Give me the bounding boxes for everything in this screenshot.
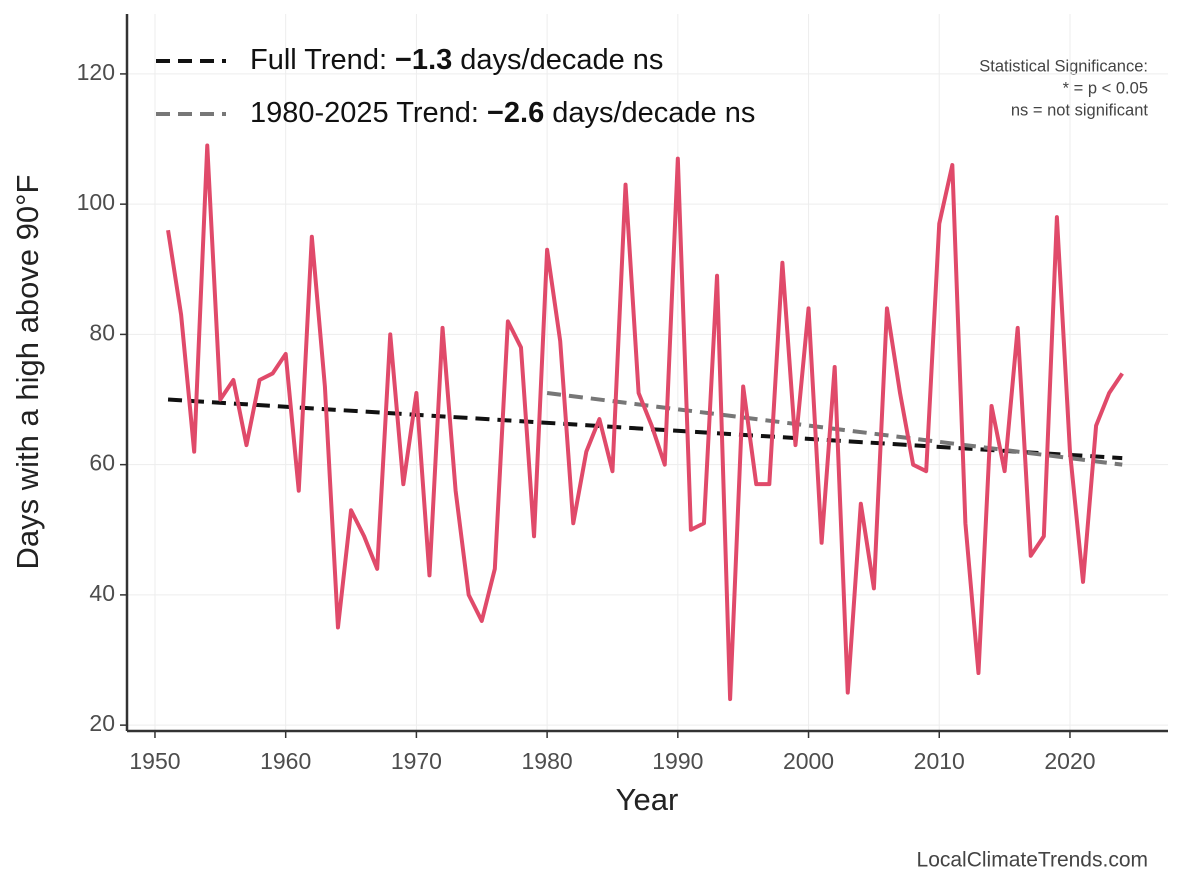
legend-label-part: −1.3	[395, 44, 452, 76]
legend-label-part: −2.6	[487, 97, 544, 129]
y-tick-label: 80	[89, 319, 115, 345]
x-axis-title: Year	[616, 782, 679, 817]
note: * = p < 0.05	[1063, 79, 1148, 97]
data-line	[166, 143, 1124, 702]
x-tick-label: 2010	[914, 748, 965, 774]
x-tick-label: 1990	[652, 748, 703, 774]
y-tick-label: 20	[89, 710, 115, 736]
y-axis-title: Days with a high above 90°F	[10, 175, 45, 570]
x-tick-label: 2000	[783, 748, 834, 774]
legend-label-part: days/decade ns	[552, 97, 755, 129]
legend-label-part: 1980-2025 Trend:	[250, 97, 479, 129]
y-tick-label: 40	[89, 580, 115, 606]
legend-label-part: days/decade ns	[460, 44, 663, 76]
y-tick-label: 100	[77, 189, 115, 215]
note: ns = not significant	[1011, 101, 1149, 119]
legend-label: Full Trend: −1.3 days/decade ns	[250, 44, 663, 76]
legend-label: 1980-2025 Trend: −2.6 days/decade ns	[250, 97, 755, 129]
x-tick-label: 1980	[522, 748, 573, 774]
x-tick-label: 1960	[260, 748, 311, 774]
y-tick-label: 60	[89, 450, 115, 476]
legend-label-part: Full Trend:	[250, 44, 387, 76]
note: Statistical Significance:	[979, 57, 1148, 75]
x-tick-label: 1950	[129, 748, 180, 774]
source: LocalClimateTrends.com	[917, 849, 1148, 872]
y-tick-label: 120	[77, 59, 115, 85]
x-tick-label: 2020	[1044, 748, 1095, 774]
x-tick-label: 1970	[391, 748, 442, 774]
